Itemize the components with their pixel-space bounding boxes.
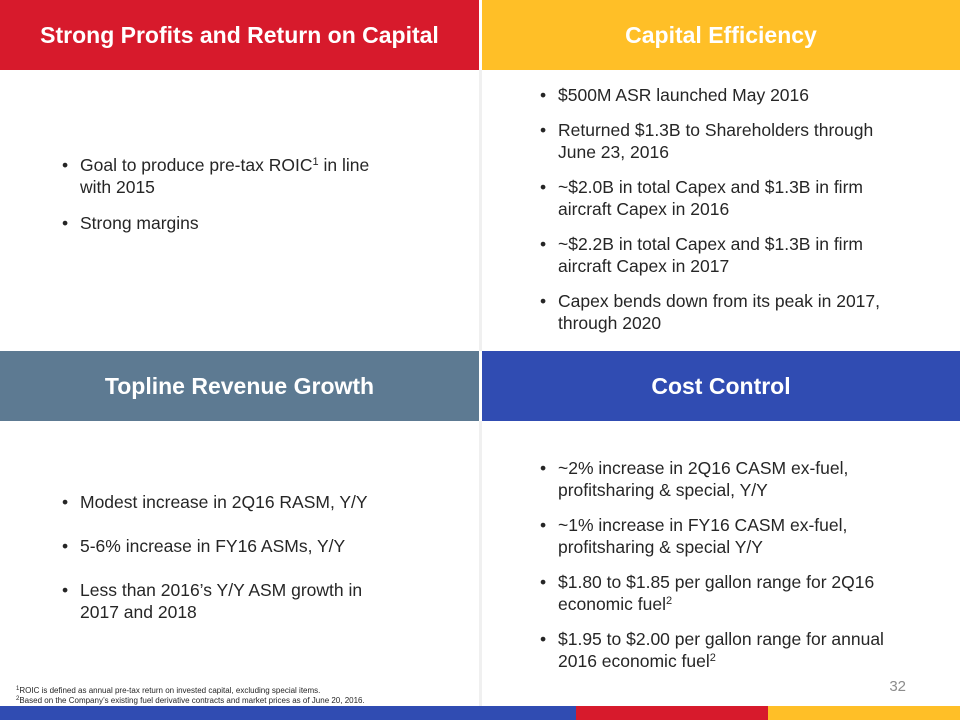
header-capital-efficiency: Capital Efficiency <box>482 0 960 70</box>
bullet-item: $1.80 to $1.85 per gallon range for 2Q16… <box>540 571 920 615</box>
bullet-list-cost-control: ~2% increase in 2Q16 CASM ex-fuel, profi… <box>540 457 920 685</box>
quadrant-divider <box>479 421 482 706</box>
bullet-item: Modest increase in 2Q16 RASM, Y/Y <box>62 491 392 513</box>
bullet-item: Returned $1.3B to Shareholders through J… <box>540 119 910 163</box>
bullet-list-capital-efficiency: $500M ASR launched May 2016 Returned $1.… <box>540 84 910 347</box>
stripe-gold <box>768 706 960 720</box>
bullet-item: $500M ASR launched May 2016 <box>540 84 910 106</box>
header-strong-profits: Strong Profits and Return on Capital <box>0 0 479 70</box>
bullet-item: ~1% increase in FY16 CASM ex-fuel, profi… <box>540 514 920 558</box>
footnote-ref: 2 <box>665 595 673 607</box>
quadrant-divider <box>479 70 482 351</box>
header-title: Strong Profits and Return on Capital <box>40 21 439 48</box>
bullet-item: Capex bends down from its peak in 2017, … <box>540 290 910 334</box>
header-topline-revenue: Topline Revenue Growth <box>0 351 479 421</box>
bullet-item: Less than 2016’s Y/Y ASM growth in 2017 … <box>62 579 392 623</box>
footnote-ref: 2 <box>709 652 716 664</box>
header-title: Cost Control <box>651 372 791 399</box>
page-number: 32 <box>889 678 906 695</box>
footnote-1: 1ROIC is defined as annual pre-tax retur… <box>16 686 321 695</box>
bullet-item: Strong margins <box>62 212 392 234</box>
bullet-list-strong-profits: Goal to produce pre-tax ROIC1 in line wi… <box>62 154 392 248</box>
bullet-list-topline-revenue: Modest increase in 2Q16 RASM, Y/Y 5-6% i… <box>62 491 392 645</box>
header-title: Topline Revenue Growth <box>104 372 375 399</box>
bullet-item: $1.95 to $2.00 per gallon range for annu… <box>540 628 920 672</box>
stripe-blue <box>0 706 576 720</box>
footnote-2: 2Based on the Company’s existing fuel de… <box>16 696 365 705</box>
footnotes: 1ROIC is defined as annual pre-tax retur… <box>16 686 456 706</box>
header-cost-control: Cost Control <box>482 351 960 421</box>
bullet-item: ~$2.0B in total Capex and $1.3B in firm … <box>540 176 910 220</box>
header-title: Capital Efficiency <box>625 21 817 48</box>
bullet-item: ~2% increase in 2Q16 CASM ex-fuel, profi… <box>540 457 920 501</box>
bottom-color-stripe <box>0 706 960 720</box>
stripe-red <box>576 706 768 720</box>
footnote-ref: 1 <box>312 156 319 168</box>
bullet-item: 5-6% increase in FY16 ASMs, Y/Y <box>62 535 392 557</box>
bullet-item: ~$2.2B in total Capex and $1.3B in firm … <box>540 233 910 277</box>
bullet-item: Goal to produce pre-tax ROIC1 in line wi… <box>62 154 392 198</box>
